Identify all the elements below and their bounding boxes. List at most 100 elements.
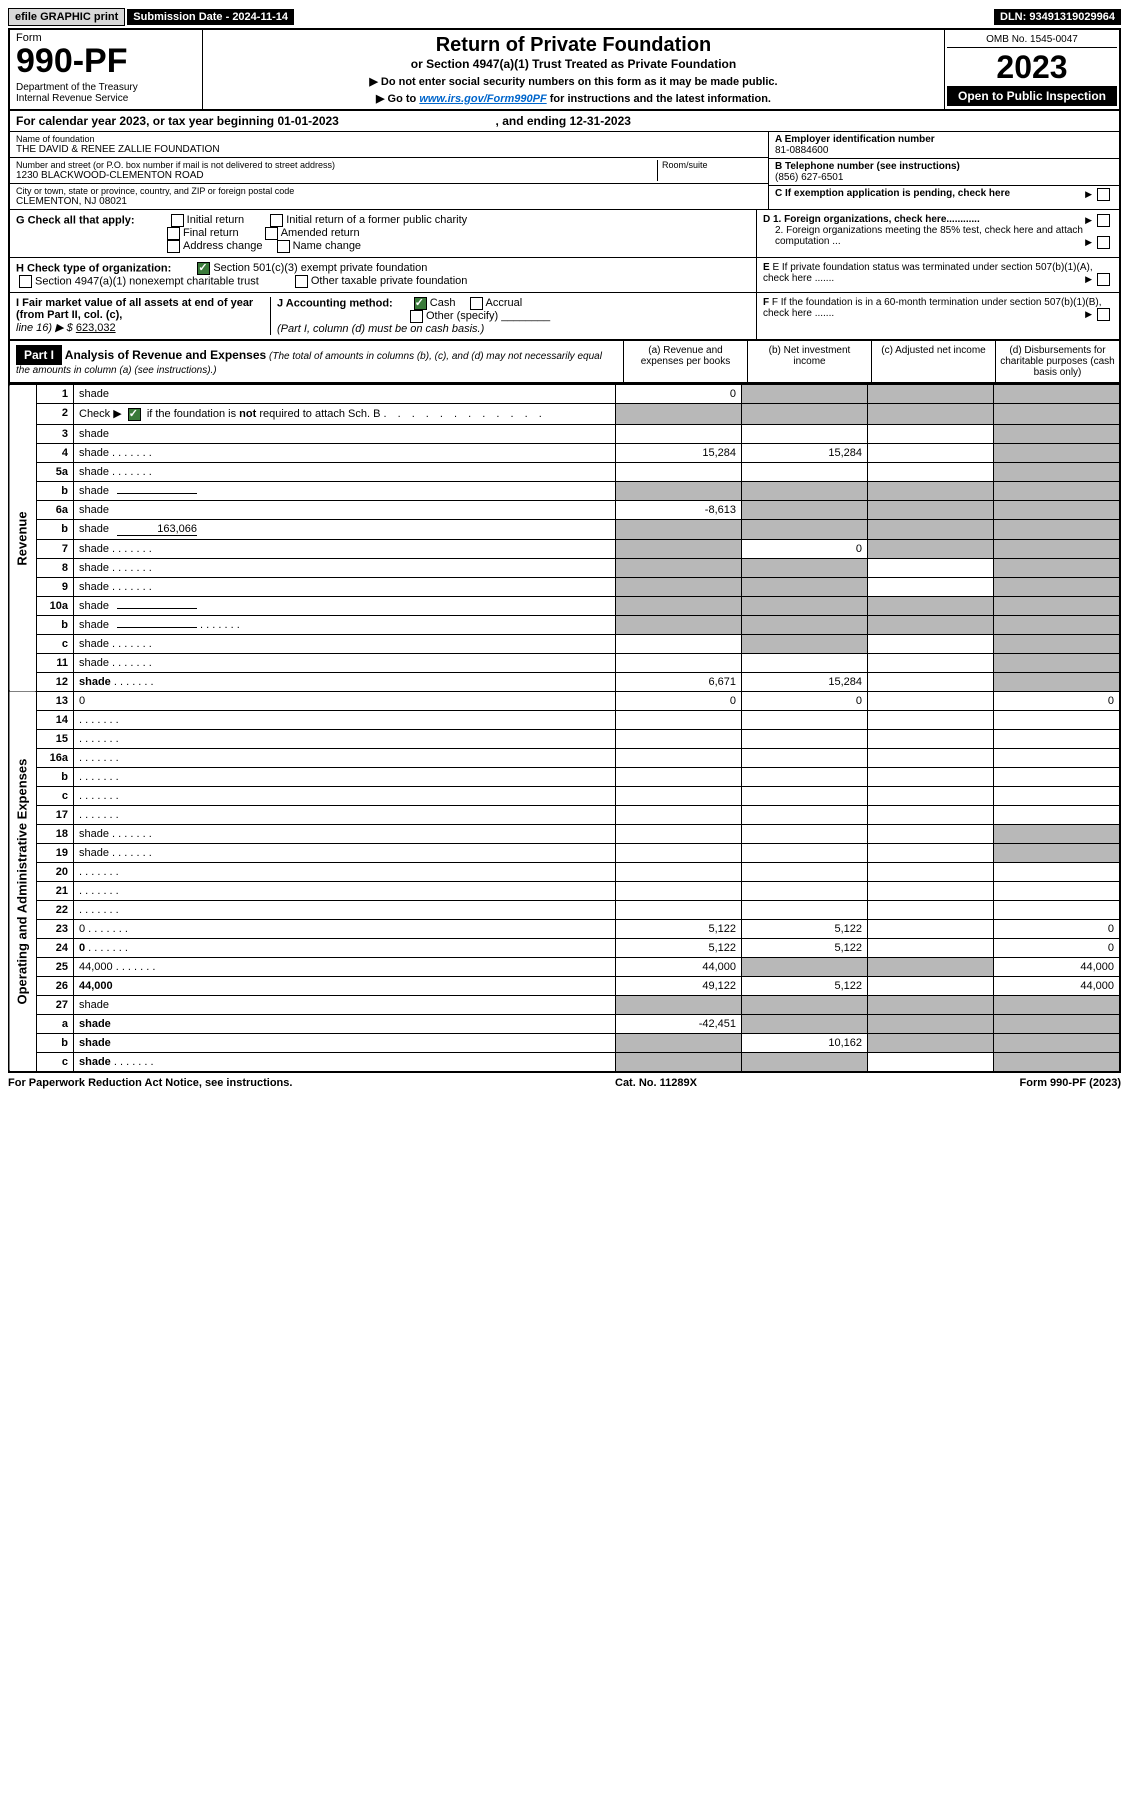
j-note: (Part I, column (d) must be on cash basi…: [277, 323, 484, 335]
room-label: Room/suite: [662, 160, 762, 170]
amount-cell: [742, 653, 868, 672]
amount-cell: [868, 805, 994, 824]
amount-cell: [616, 786, 742, 805]
amount-cell: [868, 519, 994, 539]
amount-cell: [868, 729, 994, 748]
line-number: 18: [37, 824, 74, 843]
amount-cell: [868, 976, 994, 995]
501c3-cb[interactable]: [197, 262, 210, 275]
line-description: Check ▶ if the foundation is not require…: [74, 404, 616, 425]
line-description: shade: [74, 995, 616, 1014]
ein: 81-0884600: [775, 145, 1113, 156]
amount-cell: [616, 995, 742, 1014]
col-b-header: (b) Net investment income: [747, 341, 871, 382]
amount-cell: [868, 1033, 994, 1052]
f-label: F If the foundation is in a 60-month ter…: [763, 297, 1102, 319]
g-label: G Check all that apply:: [16, 214, 135, 226]
d1-checkbox[interactable]: [1097, 214, 1110, 227]
amount-cell: 49,122: [616, 976, 742, 995]
accrual-cb[interactable]: [470, 297, 483, 310]
d1-label: D 1. Foreign organizations, check here..…: [763, 214, 980, 225]
amount-cell: [616, 881, 742, 900]
amount-cell: 5,122: [742, 938, 868, 957]
address: 1230 BLACKWOOD-CLEMENTON ROAD: [16, 170, 653, 181]
amount-cell: [994, 462, 1121, 481]
table-row: 19shade . . . . . . .: [9, 843, 1120, 862]
name-change-cb[interactable]: [277, 240, 290, 253]
c-checkbox[interactable]: [1097, 188, 1110, 201]
line-number: 24: [37, 938, 74, 957]
amount-cell: [868, 539, 994, 558]
efile-btn[interactable]: efile GRAPHIC print: [8, 8, 125, 26]
line-number: 6a: [37, 500, 74, 519]
amount-cell: [868, 995, 994, 1014]
amount-cell: [742, 843, 868, 862]
final-return-cb[interactable]: [167, 227, 180, 240]
footer-mid: Cat. No. 11289X: [615, 1077, 697, 1089]
amount-cell: [742, 805, 868, 824]
addr-label: Number and street (or P.O. box number if…: [16, 160, 653, 170]
amount-cell: [616, 577, 742, 596]
line-description: . . . . . . .: [74, 900, 616, 919]
line-description: shade . . . . . . .: [74, 672, 616, 691]
col-d-header: (d) Disbursements for charitable purpose…: [995, 341, 1119, 382]
c-label: C If exemption application is pending, c…: [775, 188, 1010, 199]
table-row: 230 . . . . . . .5,1225,1220: [9, 919, 1120, 938]
e-checkbox[interactable]: [1097, 273, 1110, 286]
amount-cell: [868, 443, 994, 462]
amount-cell: [994, 862, 1121, 881]
g-d-row: G Check all that apply: Initial return I…: [8, 210, 1121, 258]
amount-cell: [994, 1052, 1121, 1072]
cash-cb[interactable]: [414, 297, 427, 310]
initial-return-cb[interactable]: [171, 214, 184, 227]
address-change-cb[interactable]: [167, 240, 180, 253]
amount-cell: [868, 862, 994, 881]
amount-cell: [994, 539, 1121, 558]
h-e-row: H Check type of organization: Section 50…: [8, 258, 1121, 293]
phone: (856) 627-6501: [775, 172, 1113, 183]
table-row: 11shade . . . . . . .: [9, 653, 1120, 672]
amount-cell: [616, 900, 742, 919]
amount-cell: 0: [994, 691, 1121, 710]
amount-cell: [616, 824, 742, 843]
amount-cell: [616, 1033, 742, 1052]
table-row: 4shade . . . . . . .15,28415,284: [9, 443, 1120, 462]
irs-link[interactable]: www.irs.gov/Form990PF: [419, 93, 546, 105]
schb-checkbox[interactable]: [128, 408, 141, 421]
d2-checkbox[interactable]: [1097, 236, 1110, 249]
amount-cell: [994, 1033, 1121, 1052]
table-row: 2544,000 . . . . . . .44,00044,000: [9, 957, 1120, 976]
amount-cell: [994, 634, 1121, 653]
line-number: 23: [37, 919, 74, 938]
table-row: 17 . . . . . . .: [9, 805, 1120, 824]
initial-public-cb[interactable]: [270, 214, 283, 227]
line-description: . . . . . . .: [74, 767, 616, 786]
amount-cell: [994, 843, 1121, 862]
line-number: 3: [37, 424, 74, 443]
amount-cell: [742, 957, 868, 976]
line-description: shade . . . . . . .: [74, 462, 616, 481]
line-description: 44,000: [74, 976, 616, 995]
line-number: b: [37, 481, 74, 500]
4947-cb[interactable]: [19, 275, 32, 288]
line-number: 22: [37, 900, 74, 919]
line-description: shade: [74, 596, 616, 615]
other-taxable-cb[interactable]: [295, 275, 308, 288]
amount-cell: 10,162: [742, 1033, 868, 1052]
amount-cell: [742, 881, 868, 900]
amount-cell: [616, 767, 742, 786]
amount-cell: [742, 1014, 868, 1033]
other-method-cb[interactable]: [410, 310, 423, 323]
col-a-header: (a) Revenue and expenses per books: [623, 341, 747, 382]
amount-cell: [994, 672, 1121, 691]
footer-left: For Paperwork Reduction Act Notice, see …: [8, 1077, 292, 1089]
line-number: 26: [37, 976, 74, 995]
amount-cell: 15,284: [742, 443, 868, 462]
amount-cell: 5,122: [742, 919, 868, 938]
name-label: Name of foundation: [16, 134, 762, 144]
amount-cell: [868, 558, 994, 577]
amended-cb[interactable]: [265, 227, 278, 240]
line-description: shade . . . . . . .: [74, 577, 616, 596]
f-checkbox[interactable]: [1097, 308, 1110, 321]
table-row: bshade . . . . . . .: [9, 615, 1120, 634]
